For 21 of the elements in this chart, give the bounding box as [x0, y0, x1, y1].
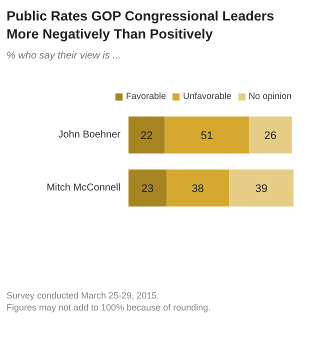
legend-label: Unfavorable — [183, 90, 232, 102]
chart-subtitle: % who say their view is ... — [6, 50, 121, 62]
y-tick-label: Mitch McConnell — [46, 182, 121, 194]
text: Survey conducted March 25-29, 2015. — [6, 290, 160, 300]
legend-label: Favorable — [126, 90, 166, 102]
data-label: 38 — [192, 183, 204, 195]
bar — [229, 169, 294, 207]
legend-label: No opinion — [248, 90, 292, 102]
bar — [166, 169, 230, 207]
bar — [248, 116, 292, 154]
data-label: 51 — [200, 130, 214, 142]
bar — [128, 169, 166, 207]
data-label: 26 — [264, 130, 277, 142]
chart-title: Public Rates GOP Congressional Leaders More Negatively Than Positively — [6, 8, 274, 42]
data-label: 23 — [141, 183, 154, 195]
data-label: 22 — [140, 130, 153, 142]
bar — [128, 116, 165, 154]
text: Figures may not add to 100% because of rounding. — [6, 302, 211, 312]
bar — [164, 116, 249, 154]
y-tick-label: John Boehner — [58, 130, 122, 140]
data-label: 39 — [255, 183, 268, 195]
